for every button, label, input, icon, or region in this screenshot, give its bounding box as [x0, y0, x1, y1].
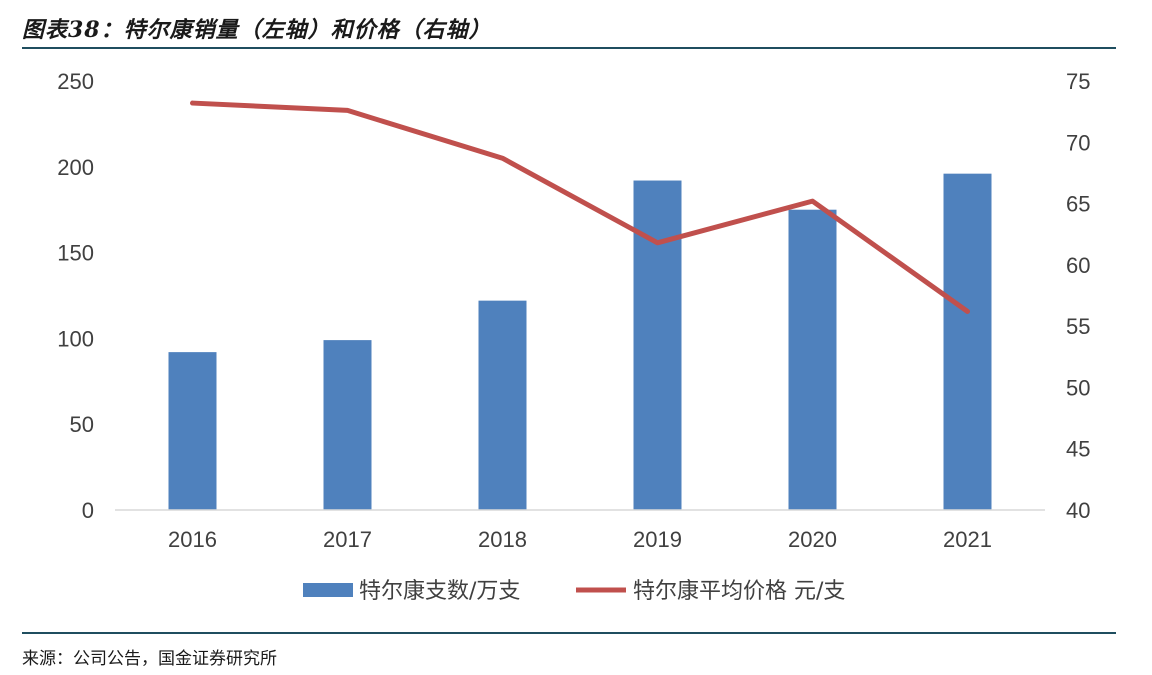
bar-2016	[168, 352, 217, 510]
chart-title: 图表38：特尔康销量（左轴）和价格（右轴）	[22, 17, 492, 43]
left-axis-ticks: 0 50 100 150 200 250	[57, 69, 94, 523]
right-tick-label-45: 45	[1066, 437, 1090, 462]
right-tick-label-60: 60	[1066, 253, 1090, 278]
price-point-2021	[967, 310, 968, 312]
source-note: 来源：公司公告，国金证券研究所	[22, 649, 277, 669]
left-tick-label-50: 50	[70, 412, 94, 437]
left-tick-label-200: 200	[57, 155, 94, 180]
bar-2021	[943, 173, 992, 510]
bar-2019	[633, 180, 682, 510]
legend-line-label: 特尔康平均价格 元/支	[633, 579, 845, 604]
bar-series	[168, 173, 992, 510]
x-tick-label-2019: 2019	[633, 527, 682, 552]
right-tick-label-70: 70	[1066, 130, 1090, 155]
price-line	[190, 100, 970, 314]
right-tick-label-40: 40	[1066, 498, 1090, 523]
bar-2018	[478, 300, 527, 510]
left-tick-label-150: 150	[57, 241, 94, 266]
x-tick-label-2017: 2017	[323, 527, 372, 552]
price-point-2016	[192, 102, 193, 104]
legend: 特尔康支数/万支 特尔康平均价格 元/支	[303, 579, 845, 604]
left-tick-label-0: 0	[82, 498, 94, 523]
source-divider	[22, 632, 1116, 634]
right-tick-label-75: 75	[1066, 69, 1090, 94]
left-tick-label-250: 250	[57, 69, 94, 94]
right-axis-ticks: 40 45 50 55 60 65 70 75	[1066, 69, 1090, 523]
line-series	[190, 100, 970, 314]
x-tick-label-2021: 2021	[943, 527, 992, 552]
legend-bar-swatch	[303, 583, 353, 597]
left-tick-label-100: 100	[57, 326, 94, 351]
x-tick-label-2016: 2016	[168, 527, 217, 552]
x-tick-label-2018: 2018	[478, 527, 527, 552]
bar-2017	[323, 340, 372, 510]
price-point-2018	[502, 157, 503, 159]
price-point-2020	[812, 200, 813, 202]
right-tick-label-55: 55	[1066, 314, 1090, 339]
legend-bar-label: 特尔康支数/万支	[359, 579, 520, 604]
price-point-2019	[657, 242, 658, 244]
bar-2020	[788, 209, 837, 510]
right-tick-label-50: 50	[1066, 375, 1090, 400]
x-tick-label-2020: 2020	[788, 527, 837, 552]
price-point-2017	[347, 109, 348, 111]
x-axis-ticks: 2016 2017 2018 2019 2020 2021	[168, 527, 992, 552]
right-tick-label-65: 65	[1066, 192, 1090, 217]
title-divider	[22, 47, 1116, 49]
